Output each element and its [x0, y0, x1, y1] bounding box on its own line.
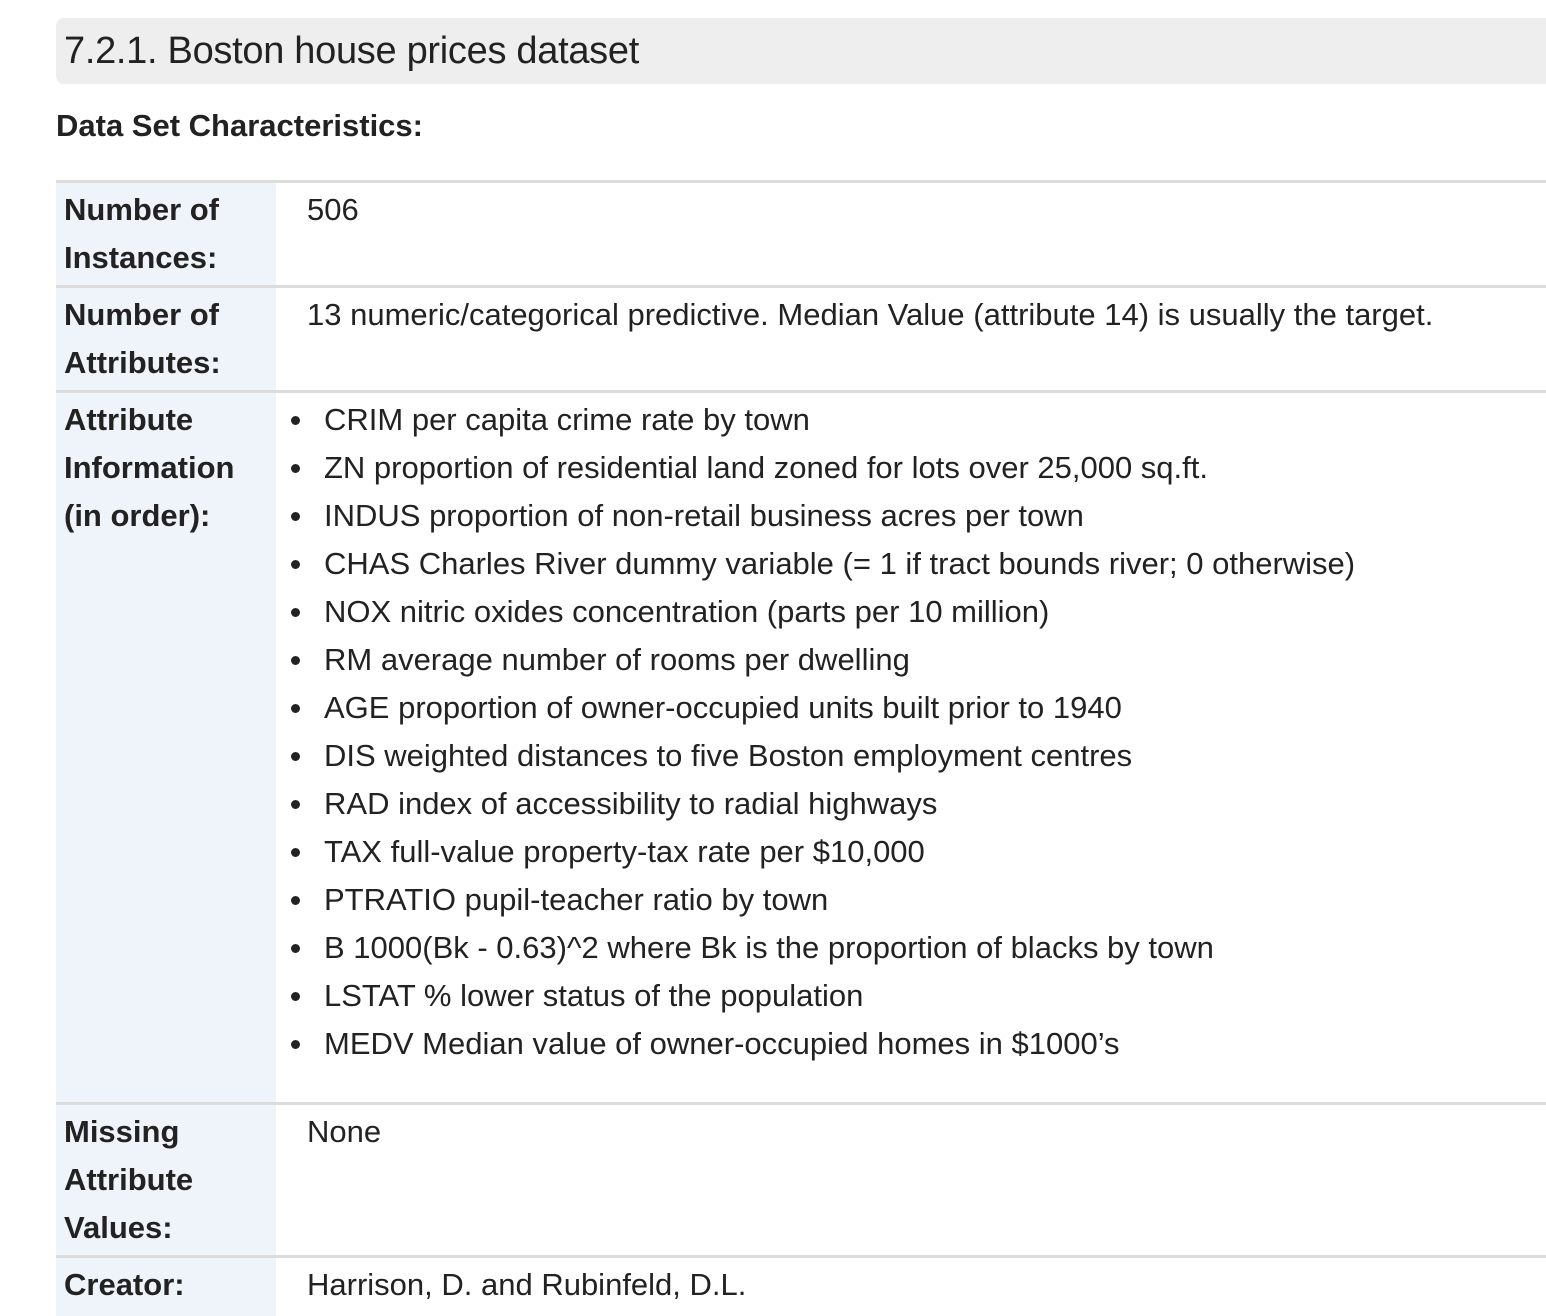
attribute-text: DIS weighted distances to five Boston em… [324, 738, 1133, 773]
attribute-text: TAX full-value property-tax rate per $10… [324, 834, 925, 869]
bullet-icon [291, 944, 300, 953]
bullet-icon [291, 848, 300, 857]
attribute-list: CRIM per capita crime rate by town ZN pr… [276, 396, 1546, 1068]
field-value-instances: 506 [307, 192, 359, 227]
bullet-icon [291, 416, 300, 425]
attribute-text: MEDV Median value of owner-occupied home… [324, 1026, 1120, 1061]
field-label-line: Information [64, 450, 235, 485]
attribute-text: LSTAT % lower status of the population [324, 978, 864, 1013]
attribute-text: RM average number of rooms per dwelling [324, 642, 910, 677]
field-label-attribute-info: Attribute Information (in order): [56, 391, 276, 1104]
attribute-text: CRIM per capita crime rate by town [324, 402, 810, 437]
field-label-attributes: Number of Attributes: [56, 286, 276, 392]
field-row-missing: Missing Attribute Values: None [56, 1103, 1546, 1257]
characteristics-table: Number of Instances: 506 Number of Attri… [56, 180, 1546, 1316]
field-label-line: Attribute [64, 1162, 194, 1197]
attribute-item: AGE proportion of owner-occupied units b… [291, 684, 1546, 732]
bullet-icon [291, 464, 300, 473]
field-label-line: Attributes: [64, 345, 221, 380]
field-value-missing: None [307, 1114, 382, 1149]
field-label-line: (in order): [64, 498, 211, 533]
bullet-icon [291, 512, 300, 521]
field-label-line: Instances: [64, 240, 218, 275]
attribute-item: LSTAT % lower status of the population [291, 972, 1546, 1020]
bullet-icon [291, 704, 300, 713]
attribute-text: AGE proportion of owner-occupied units b… [324, 690, 1122, 725]
field-value-attributes: 13 numeric/categorical predictive. Media… [307, 297, 1434, 332]
attribute-text: INDUS proportion of non-retail business … [324, 498, 1084, 533]
attribute-item: RM average number of rooms per dwelling [291, 636, 1546, 684]
bullet-icon [291, 992, 300, 1001]
attribute-item: DIS weighted distances to five Boston em… [291, 732, 1546, 780]
attribute-item: B 1000(Bk - 0.63)^2 where Bk is the prop… [291, 924, 1546, 972]
attribute-text: B 1000(Bk - 0.63)^2 where Bk is the prop… [324, 930, 1214, 965]
attribute-item: PTRATIO pupil-teacher ratio by town [291, 876, 1546, 924]
field-value-attribute-info: CRIM per capita crime rate by town ZN pr… [276, 392, 1546, 1104]
bullet-icon [291, 800, 300, 809]
field-label-line: Values: [64, 1210, 173, 1245]
bullet-icon [291, 560, 300, 569]
attribute-text: ZN proportion of residential land zoned … [324, 450, 1208, 485]
bullet-icon [291, 608, 300, 617]
attribute-text: RAD index of accessibility to radial hig… [324, 786, 938, 821]
field-row-attributes: Number of Attributes: 13 numeric/categor… [56, 286, 1546, 392]
attribute-text: CHAS Charles River dummy variable (= 1 i… [324, 546, 1356, 581]
field-label-line: Number of [64, 297, 219, 332]
attribute-item: TAX full-value property-tax rate per $10… [291, 828, 1546, 876]
field-label-missing: Missing Attribute Values: [56, 1103, 276, 1257]
bullet-icon [291, 752, 300, 761]
bullet-icon [291, 656, 300, 665]
field-row-creator: Creator: Harrison, D. and Rubinfeld, D.L… [56, 1256, 1546, 1316]
bullet-icon [291, 1040, 300, 1049]
field-label-line: Attribute [64, 402, 194, 437]
attribute-item: CRIM per capita crime rate by town [291, 396, 1546, 444]
section-title: 7.2.1. Boston house prices dataset [56, 18, 1546, 84]
attribute-item: CHAS Charles River dummy variable (= 1 i… [291, 540, 1546, 588]
field-label-line: Missing [64, 1114, 180, 1149]
attribute-text: NOX nitric oxides concentration (parts p… [324, 594, 1050, 629]
field-row-instances: Number of Instances: 506 [56, 181, 1546, 287]
bullet-icon [291, 896, 300, 905]
attribute-item: INDUS proportion of non-retail business … [291, 492, 1546, 540]
attribute-item: ZN proportion of residential land zoned … [291, 444, 1546, 492]
field-row-attribute-info: Attribute Information (in order): CRIM p… [56, 391, 1546, 1104]
characteristics-heading: Data Set Characteristics: [56, 108, 423, 143]
field-value-creator: Harrison, D. and Rubinfeld, D.L. [307, 1267, 747, 1302]
field-label-instances: Number of Instances: [56, 181, 276, 287]
attribute-item: NOX nitric oxides concentration (parts p… [291, 588, 1546, 636]
attribute-item: MEDV Median value of owner-occupied home… [291, 1020, 1546, 1068]
field-label-line: Number of [64, 192, 219, 227]
attribute-text: PTRATIO pupil-teacher ratio by town [324, 882, 829, 917]
attribute-item: RAD index of accessibility to radial hig… [291, 780, 1546, 828]
field-label-creator: Creator: [56, 1256, 276, 1316]
